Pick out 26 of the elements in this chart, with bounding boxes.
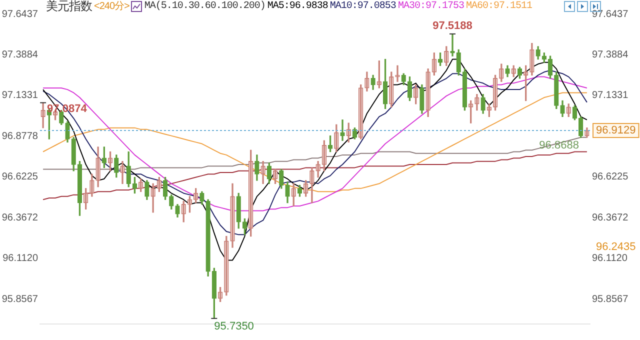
text: 96.2435 (596, 241, 636, 254)
y2-tick-label: 97.1331 (592, 90, 629, 102)
y2-tick-label: 96.1120 (592, 253, 628, 264)
y-tick-label: 96.1120 (2, 253, 38, 264)
y-tick-label: 97.3884 (2, 49, 38, 60)
annotation: 97.5188 (432, 20, 472, 32)
y2-tick-label: 96.6225 (592, 172, 629, 183)
y-tick-label: 95.8567 (2, 294, 38, 305)
y2-tick-label: 97.6437 (592, 8, 629, 20)
y-tick-label: 97.6437 (2, 8, 38, 20)
y-tick-label: 97.1331 (2, 90, 38, 102)
y2-tick-label: 95.8567 (592, 294, 629, 305)
y2-tick-label: 97.3884 (592, 49, 629, 60)
text: MA5:96.9838 (267, 0, 328, 13)
text: MA10:97.0853 (330, 0, 396, 13)
text: MA60:97.1511 (466, 0, 532, 13)
y-tick-label: 96.3672 (2, 212, 38, 224)
text: MA30:97.1753 (398, 0, 464, 13)
legend-title: MA(5.10.30.60.100.200) (144, 0, 266, 13)
y-tick-label: 96.6225 (2, 172, 38, 183)
y-tick-label: 96.8778 (2, 130, 38, 142)
ref-line-label: 96.9129 (596, 124, 636, 137)
chart-title: 美元指数 (46, 0, 92, 13)
chart-subtitle: <240分> (94, 0, 130, 13)
y2-tick-label: 96.3672 (592, 212, 629, 224)
annotation: 95.7350 (214, 320, 254, 332)
